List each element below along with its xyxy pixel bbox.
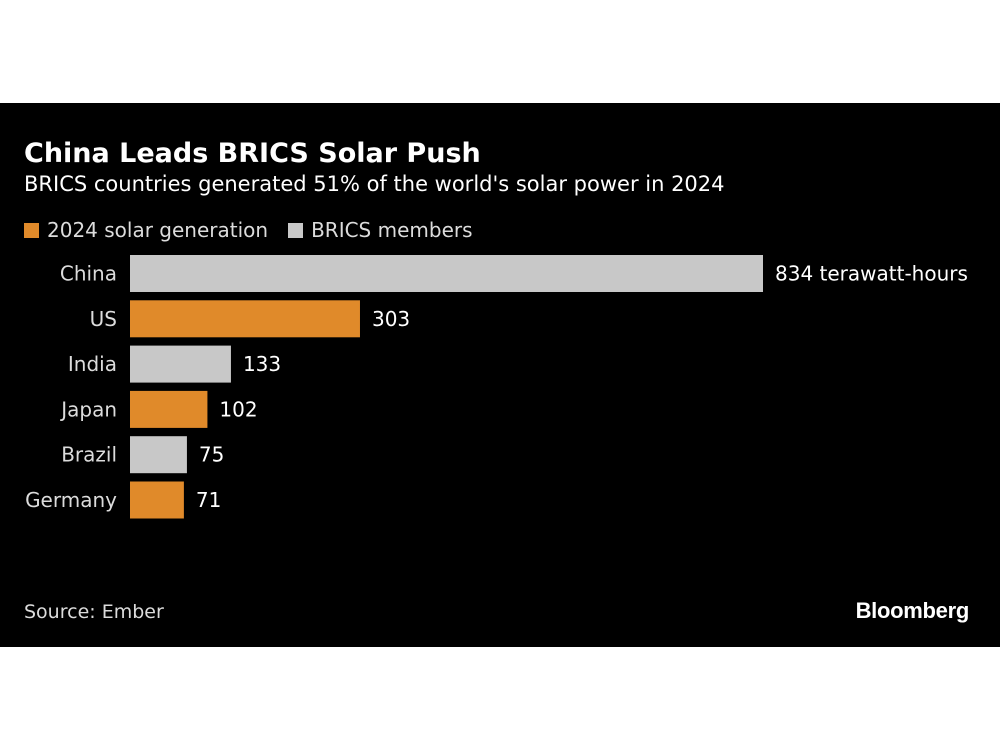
- chart-title: China Leads BRICS Solar Push: [24, 138, 481, 169]
- legend-item-solar-generation: 2024 solar generation: [24, 218, 268, 242]
- bar-germany: [130, 481, 184, 519]
- bloomberg-logo: Bloomberg: [855, 598, 970, 623]
- chart-subtitle: BRICS countries generated 51% of the wor…: [24, 172, 725, 196]
- category-label-china: China: [60, 262, 117, 286]
- legend-item-brics-members: BRICS members: [288, 218, 473, 242]
- bar-china: [130, 255, 763, 292]
- legend: 2024 solar generation BRICS members: [24, 218, 493, 242]
- value-label-india: 133: [243, 352, 281, 376]
- bar-chart: China 834 terawatt-hours US 303 India 133 Japa…: [25, 255, 968, 519]
- bar-brazil: [130, 436, 187, 474]
- legend-swatch-solar-generation: [24, 222, 39, 238]
- category-label-us: US: [90, 307, 117, 331]
- value-label-us: 303: [372, 307, 410, 331]
- category-label-brazil: Brazil: [61, 443, 117, 467]
- value-label-brazil: 75: [199, 443, 224, 467]
- bar-japan: [130, 390, 208, 428]
- category-label-germany: Germany: [25, 488, 117, 512]
- category-label-japan: Japan: [59, 397, 117, 421]
- value-label-japan: 102: [219, 397, 257, 421]
- category-label-india: India: [68, 352, 117, 376]
- value-label-germany: 71: [196, 488, 221, 512]
- legend-swatch-brics-members: [288, 222, 304, 238]
- value-label-china: 834 terawatt-hours: [775, 262, 968, 286]
- source-note: Source: Ember: [24, 601, 164, 623]
- legend-label-brics-members: BRICS members: [311, 218, 473, 242]
- bar-us: [130, 300, 360, 338]
- bar-india: [130, 345, 231, 383]
- legend-label-solar-generation: 2024 solar generation: [47, 218, 269, 242]
